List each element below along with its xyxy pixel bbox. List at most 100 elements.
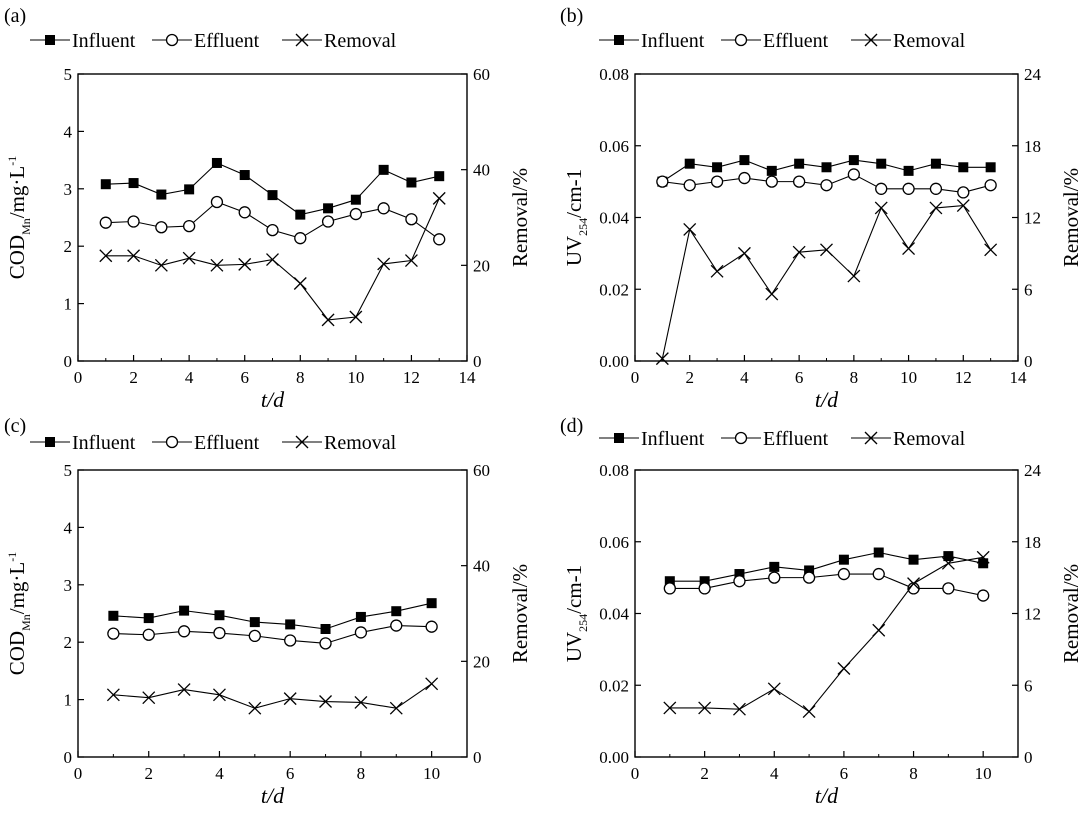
panel-label: (b) — [560, 5, 583, 27]
data-point-effluent — [284, 634, 297, 647]
y-tick-label: 4 — [64, 122, 73, 141]
panel-label: (a) — [4, 5, 26, 27]
data-point-influent — [684, 158, 695, 169]
data-point-removal — [907, 577, 921, 591]
data-point-influent — [769, 561, 780, 572]
y-tick-label: 5 — [64, 65, 73, 84]
y2-axis-label: Removal/% — [1059, 564, 1083, 663]
data-point-influent — [958, 162, 969, 173]
y-tick-label: 0.06 — [599, 137, 629, 156]
data-point-removal — [127, 249, 141, 263]
data-point-removal — [902, 242, 916, 256]
data-point-removal — [248, 701, 262, 715]
data-point-influent — [873, 547, 884, 558]
y-tick-label: 0.04 — [599, 605, 629, 624]
data-point-removal — [283, 692, 297, 706]
legend-label-effluent: Effluent — [194, 432, 260, 454]
y-axis-label: UV254/cm-1 — [562, 169, 590, 266]
legend-label-influent: Influent — [641, 30, 705, 52]
x-tick-label: 0 — [631, 764, 640, 783]
y2-tick-label: 24 — [1024, 461, 1042, 480]
x-axis-label: t/d — [815, 783, 839, 808]
data-point-influent — [108, 610, 119, 621]
y-tick-label: 0.02 — [599, 676, 629, 695]
data-point-removal — [698, 701, 712, 715]
data-point-removal — [792, 245, 806, 259]
data-point-removal — [710, 264, 724, 278]
x-axis-label: t/d — [261, 783, 285, 808]
x-tick-label: 12 — [403, 368, 420, 387]
x-tick-label: 8 — [850, 368, 859, 387]
x-tick-label: 6 — [286, 764, 295, 783]
y-tick-label: 0.02 — [599, 280, 629, 299]
legend-label-removal: Removal — [324, 432, 397, 454]
legend-marker-effluent — [734, 33, 748, 47]
series-line-influent — [669, 551, 984, 582]
legend-marker-removal — [864, 33, 878, 47]
data-point-influent — [930, 158, 941, 169]
data-point-influent — [903, 165, 914, 176]
data-point-influent — [848, 155, 859, 166]
plot-frame — [77, 469, 468, 758]
data-point-effluent — [820, 179, 833, 192]
plot-frame — [634, 73, 1019, 362]
data-point-influent — [128, 178, 139, 189]
legend-label-removal: Removal — [893, 30, 966, 52]
data-point-removal — [765, 287, 779, 301]
y-axis-label-rest: /cm-1 — [562, 169, 586, 218]
data-point-removal — [655, 352, 669, 366]
data-point-influent — [239, 170, 250, 181]
x-tick-label: 4 — [185, 368, 194, 387]
legend-label-influent: Influent — [641, 428, 705, 450]
data-point-effluent — [765, 175, 778, 188]
y2-tick-label: 20 — [473, 256, 490, 275]
data-point-removal — [354, 696, 368, 709]
legend-marker-removal — [295, 435, 309, 449]
x-axis-label: t/d — [261, 387, 285, 412]
x-tick-label: 2 — [685, 368, 694, 387]
data-point-removal — [432, 191, 446, 205]
data-point-influent — [838, 554, 849, 565]
data-point-effluent — [319, 637, 332, 650]
data-point-removal — [238, 257, 252, 271]
y-tick-label: 0.04 — [599, 209, 629, 228]
data-point-influent — [699, 576, 710, 587]
series-line-removal — [669, 556, 984, 713]
x-tick-label: 2 — [129, 368, 138, 387]
data-point-influent — [908, 554, 919, 565]
x-tick-label: 0 — [74, 764, 83, 783]
y2-tick-label: 0 — [1024, 748, 1033, 767]
x-tick-label: 10 — [975, 764, 992, 783]
data-point-influent — [323, 203, 334, 214]
y2-tick-label: 6 — [1024, 676, 1033, 695]
x-tick-label: 12 — [955, 368, 972, 387]
data-point-effluent — [177, 625, 191, 638]
series-influent — [108, 598, 437, 634]
data-point-influent — [712, 162, 723, 173]
y-tick-label: 0.00 — [599, 748, 629, 767]
series-removal — [99, 191, 446, 327]
data-point-influent — [267, 190, 278, 201]
data-point-effluent — [710, 175, 724, 188]
y2-tick-label: 0 — [1024, 352, 1033, 371]
y-axis-label-main: COD — [5, 235, 29, 279]
data-point-effluent — [155, 221, 168, 234]
data-point-effluent — [349, 207, 363, 221]
y-tick-label: 0.08 — [599, 65, 629, 84]
x-tick-label: 4 — [770, 764, 779, 783]
panel-label: (c) — [4, 415, 26, 437]
x-axis-label: t/d — [815, 387, 839, 412]
data-point-removal — [732, 702, 746, 716]
y-axis-label-sup: -1 — [5, 552, 19, 562]
series-line-influent — [113, 602, 432, 630]
data-point-effluent — [768, 571, 781, 584]
data-point-effluent — [698, 582, 711, 595]
data-point-removal — [984, 243, 998, 257]
y2-axis-label: Removal/% — [508, 564, 532, 663]
data-point-effluent — [142, 628, 155, 641]
data-point-influent — [804, 565, 815, 576]
data-point-removal — [293, 277, 307, 290]
y-axis-label-sub: Mn — [19, 614, 33, 631]
